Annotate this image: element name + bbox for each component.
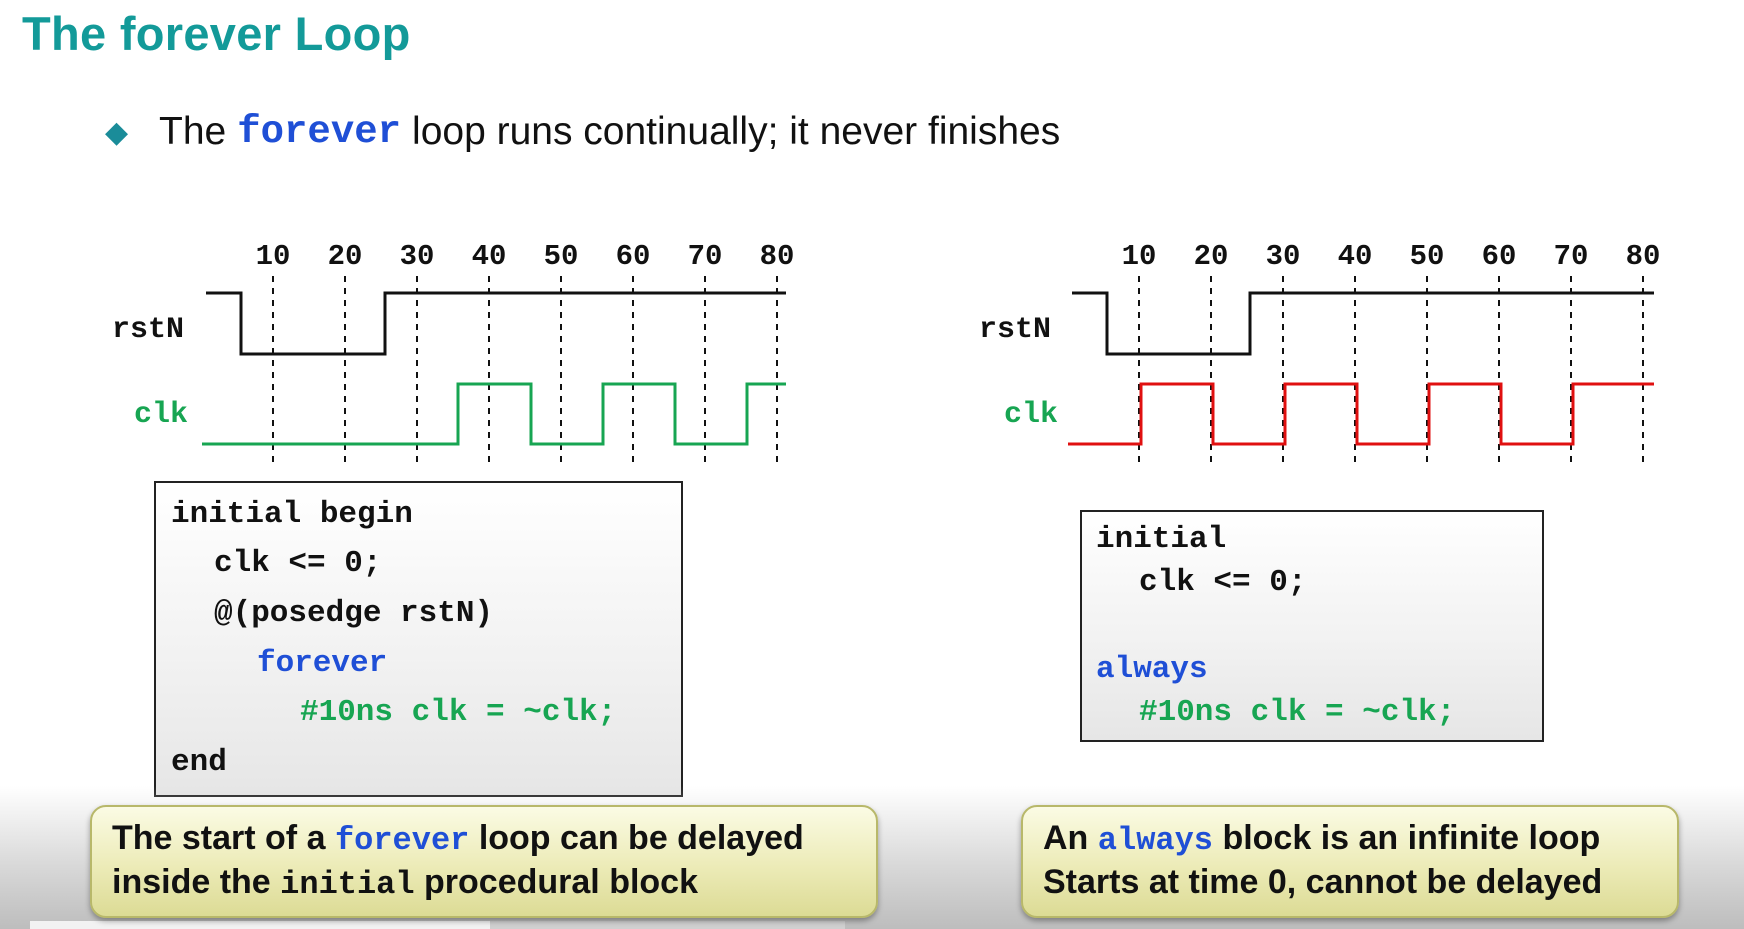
bullet-text-post: loop runs continually; it never finishes <box>412 110 1061 153</box>
callout-line-2: Starts at time 0, cannot be delayed <box>1043 863 1603 901</box>
code-line: end <box>171 745 227 780</box>
callout-text: block is an infinite loop <box>1222 819 1601 857</box>
code-line: #10ns clk = ~clk; <box>300 695 617 730</box>
callout-forever: The start of a forever loop can be delay… <box>90 805 878 918</box>
progress-bar-track <box>490 921 845 929</box>
time-tick-label: 40 <box>472 240 507 273</box>
code-keyword-forever: forever <box>257 646 388 681</box>
code-line: clk <= 0; <box>1139 565 1307 600</box>
rst-label: rstN <box>112 313 184 347</box>
time-tick-label: 60 <box>616 240 651 273</box>
time-tick-label: 20 <box>1194 240 1229 273</box>
clk-waveform <box>202 382 786 446</box>
callout-line-1: An always block is an infinite loop <box>1043 819 1600 859</box>
bullet-text-pre: The <box>159 110 227 153</box>
timing-diagram-always: 10 20 30 40 50 60 70 80 rstN clk <box>979 240 1661 466</box>
timing-diagram-forever: 10 20 30 40 50 60 70 80 rstN clk <box>112 240 795 466</box>
clk-label: clk <box>134 398 188 432</box>
clk-label: clk <box>1004 398 1058 432</box>
callout-text: The start of a <box>112 819 326 857</box>
callout-text: procedural block <box>424 863 698 901</box>
time-tick-label: 50 <box>1410 240 1445 273</box>
progress-bar <box>30 921 490 929</box>
bullet-point: ◆ The forever loop runs continually; it … <box>105 108 1060 156</box>
callout-text: loop can be delayed <box>478 819 804 857</box>
code-keyword-always: always <box>1096 652 1208 687</box>
callout-line-1: The start of a forever loop can be delay… <box>112 819 804 859</box>
time-tick-label: 10 <box>1122 240 1157 273</box>
time-tick-label: 20 <box>328 240 363 273</box>
code-line: clk <= 0; <box>214 546 382 581</box>
diamond-bullet-icon: ◆ <box>105 115 129 149</box>
time-tick-label: 70 <box>688 240 723 273</box>
code-line: initial begin <box>171 497 413 532</box>
callout-keyword-forever: forever <box>334 822 470 859</box>
slide-title: The forever Loop <box>22 7 411 60</box>
time-tick-label: 10 <box>256 240 291 273</box>
time-tick-label: 40 <box>1338 240 1373 273</box>
rst-waveform <box>206 291 786 356</box>
code-box-always: initial clk <= 0; always #10ns clk = ~cl… <box>1080 510 1544 742</box>
time-tick-label: 30 <box>400 240 435 273</box>
rst-label: rstN <box>979 313 1051 347</box>
clk-waveform <box>1068 382 1654 446</box>
callout-keyword-initial: initial <box>280 866 415 903</box>
time-tick-label: 60 <box>1482 240 1517 273</box>
time-tick-label: 30 <box>1266 240 1301 273</box>
code-line: #10ns clk = ~clk; <box>1139 695 1456 730</box>
time-tick-label: 70 <box>1554 240 1589 273</box>
callout-always: An always block is an infinite loop Star… <box>1021 805 1679 918</box>
code-line: @(posedge rstN) <box>214 596 494 631</box>
time-tick-label: 50 <box>544 240 579 273</box>
code-line: initial <box>1096 522 1227 557</box>
code-box-forever: initial begin clk <= 0; @(posedge rstN) … <box>154 481 683 797</box>
callout-text: inside the <box>112 863 271 901</box>
callout-line-2: inside the initial procedural block <box>112 863 698 903</box>
bullet-keyword: forever <box>237 110 402 154</box>
callout-keyword-always: always <box>1097 822 1213 859</box>
time-tick-label: 80 <box>1626 240 1661 273</box>
time-tick-label: 80 <box>760 240 795 273</box>
rst-waveform <box>1072 291 1654 356</box>
callout-text: An <box>1043 819 1089 857</box>
